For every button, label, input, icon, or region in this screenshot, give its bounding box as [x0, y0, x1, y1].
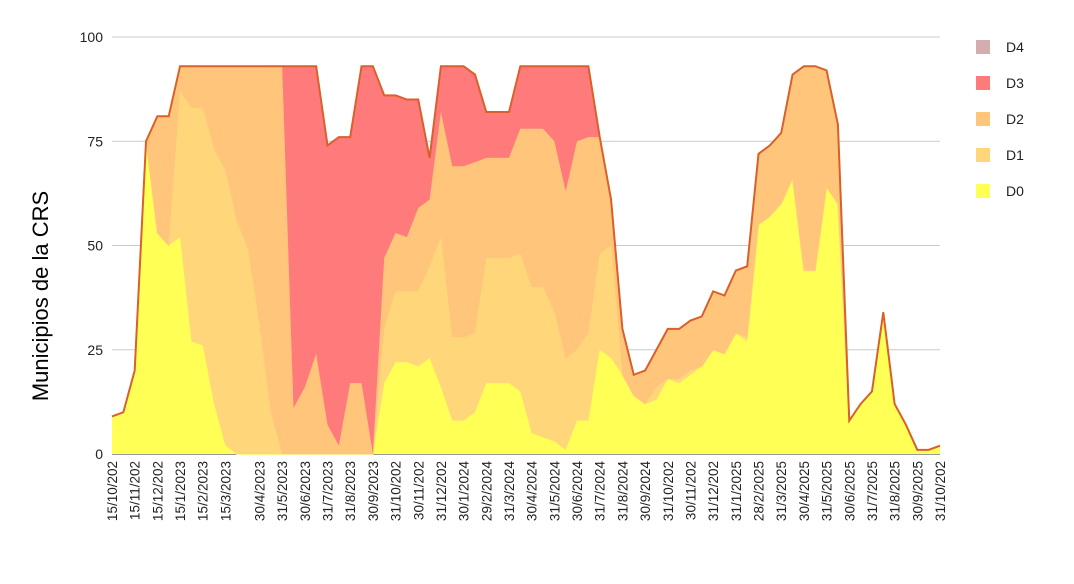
area-d0: [112, 141, 940, 454]
x-tick-label: 31/7/2024: [593, 461, 608, 522]
x-tick-label: 31/12/202: [434, 461, 449, 521]
x-tick-label: 31/8/2023: [343, 461, 358, 521]
total-line: [111, 65, 941, 451]
legend-swatch-d2: [976, 112, 990, 126]
y-tick-label: 25: [87, 342, 103, 358]
legend-swatch-d3: [976, 76, 990, 90]
y-tick-label: 0: [95, 446, 103, 462]
legend-swatch-d4: [976, 40, 990, 54]
y-tick-label: 50: [87, 238, 103, 254]
legend-swatch-d1: [976, 148, 990, 162]
x-tick-label: 29/2/2024: [479, 461, 494, 522]
x-tick-label: 31/10/202: [661, 461, 676, 521]
x-tick-label: 31/5/2025: [820, 461, 835, 521]
x-tick-label: 31/5/2024: [547, 461, 562, 522]
x-tick-label: 15/12/202: [150, 461, 165, 521]
x-axis-ticks: 15/10/202 15/11/202 15/12/202 15/1/2023 15/2…: [105, 461, 948, 522]
x-tick-label: 31/5/2023: [275, 461, 290, 521]
y-axis-label: Municipios de la CRS: [28, 191, 53, 401]
x-tick-label: 31/8/2024: [615, 461, 630, 522]
total-outline: [111, 65, 941, 451]
x-tick-label: 15/11/202: [128, 461, 143, 520]
x-tick-label: 31/10/202: [389, 461, 404, 521]
x-tick-label: 31/3/2024: [502, 461, 517, 522]
x-tick-label: 31/3/2025: [774, 461, 789, 521]
x-tick-label: 31/7/2023: [321, 461, 336, 521]
x-tick-label: 30/6/2023: [298, 461, 313, 521]
x-tick-label: 30/4/2025: [797, 461, 812, 521]
x-tick-label: 30/4/2023: [252, 461, 267, 521]
x-tick-label: 30/9/2024: [638, 461, 653, 522]
stacked-areas: [111, 65, 941, 455]
legend-label-d3: D3: [1006, 75, 1024, 91]
legend: D4 D3 D2 D1 D0: [976, 39, 1024, 199]
legend-label-d1: D1: [1006, 147, 1024, 163]
x-tick-label: 30/11/202: [411, 461, 426, 520]
area-d2: [112, 66, 940, 454]
x-tick-label: 30/11/202: [683, 461, 698, 520]
y-axis-ticks: 0 25 50 75 100: [80, 29, 104, 462]
x-tick-label: 15/3/2023: [218, 461, 233, 521]
x-tick-label: 30/6/2024: [570, 461, 585, 522]
area-d3: [112, 66, 940, 454]
x-tick-label: 31/7/2025: [865, 461, 880, 521]
legend-swatch-d0: [976, 184, 990, 198]
x-tick-label: 31/1/2025: [729, 461, 744, 521]
legend-label-d0: D0: [1006, 183, 1024, 199]
x-tick-label: 30/1/2024: [457, 461, 472, 522]
area-d1: [112, 91, 940, 455]
legend-label-d2: D2: [1006, 111, 1024, 127]
x-tick-label: 15/1/2023: [173, 461, 188, 521]
y-tick-label: 100: [80, 29, 104, 45]
x-tick-label: 30/9/2023: [366, 461, 381, 521]
x-tick-label: 30/4/2024: [525, 461, 540, 522]
x-tick-label: 30/9/2025: [910, 461, 925, 521]
x-tick-label: 31/10/202: [933, 461, 948, 521]
x-tick-label: 31/12/202: [706, 461, 721, 521]
y-tick-label: 75: [87, 133, 103, 149]
legend-label-d4: D4: [1006, 39, 1024, 55]
x-tick-label: 15/10/202: [105, 461, 120, 521]
x-tick-label: 28/2/2025: [752, 461, 767, 521]
x-tick-label: 15/2/2023: [196, 461, 211, 521]
x-tick-label: 31/8/2025: [888, 461, 903, 521]
x-tick-label: 30/6/2025: [842, 461, 857, 521]
